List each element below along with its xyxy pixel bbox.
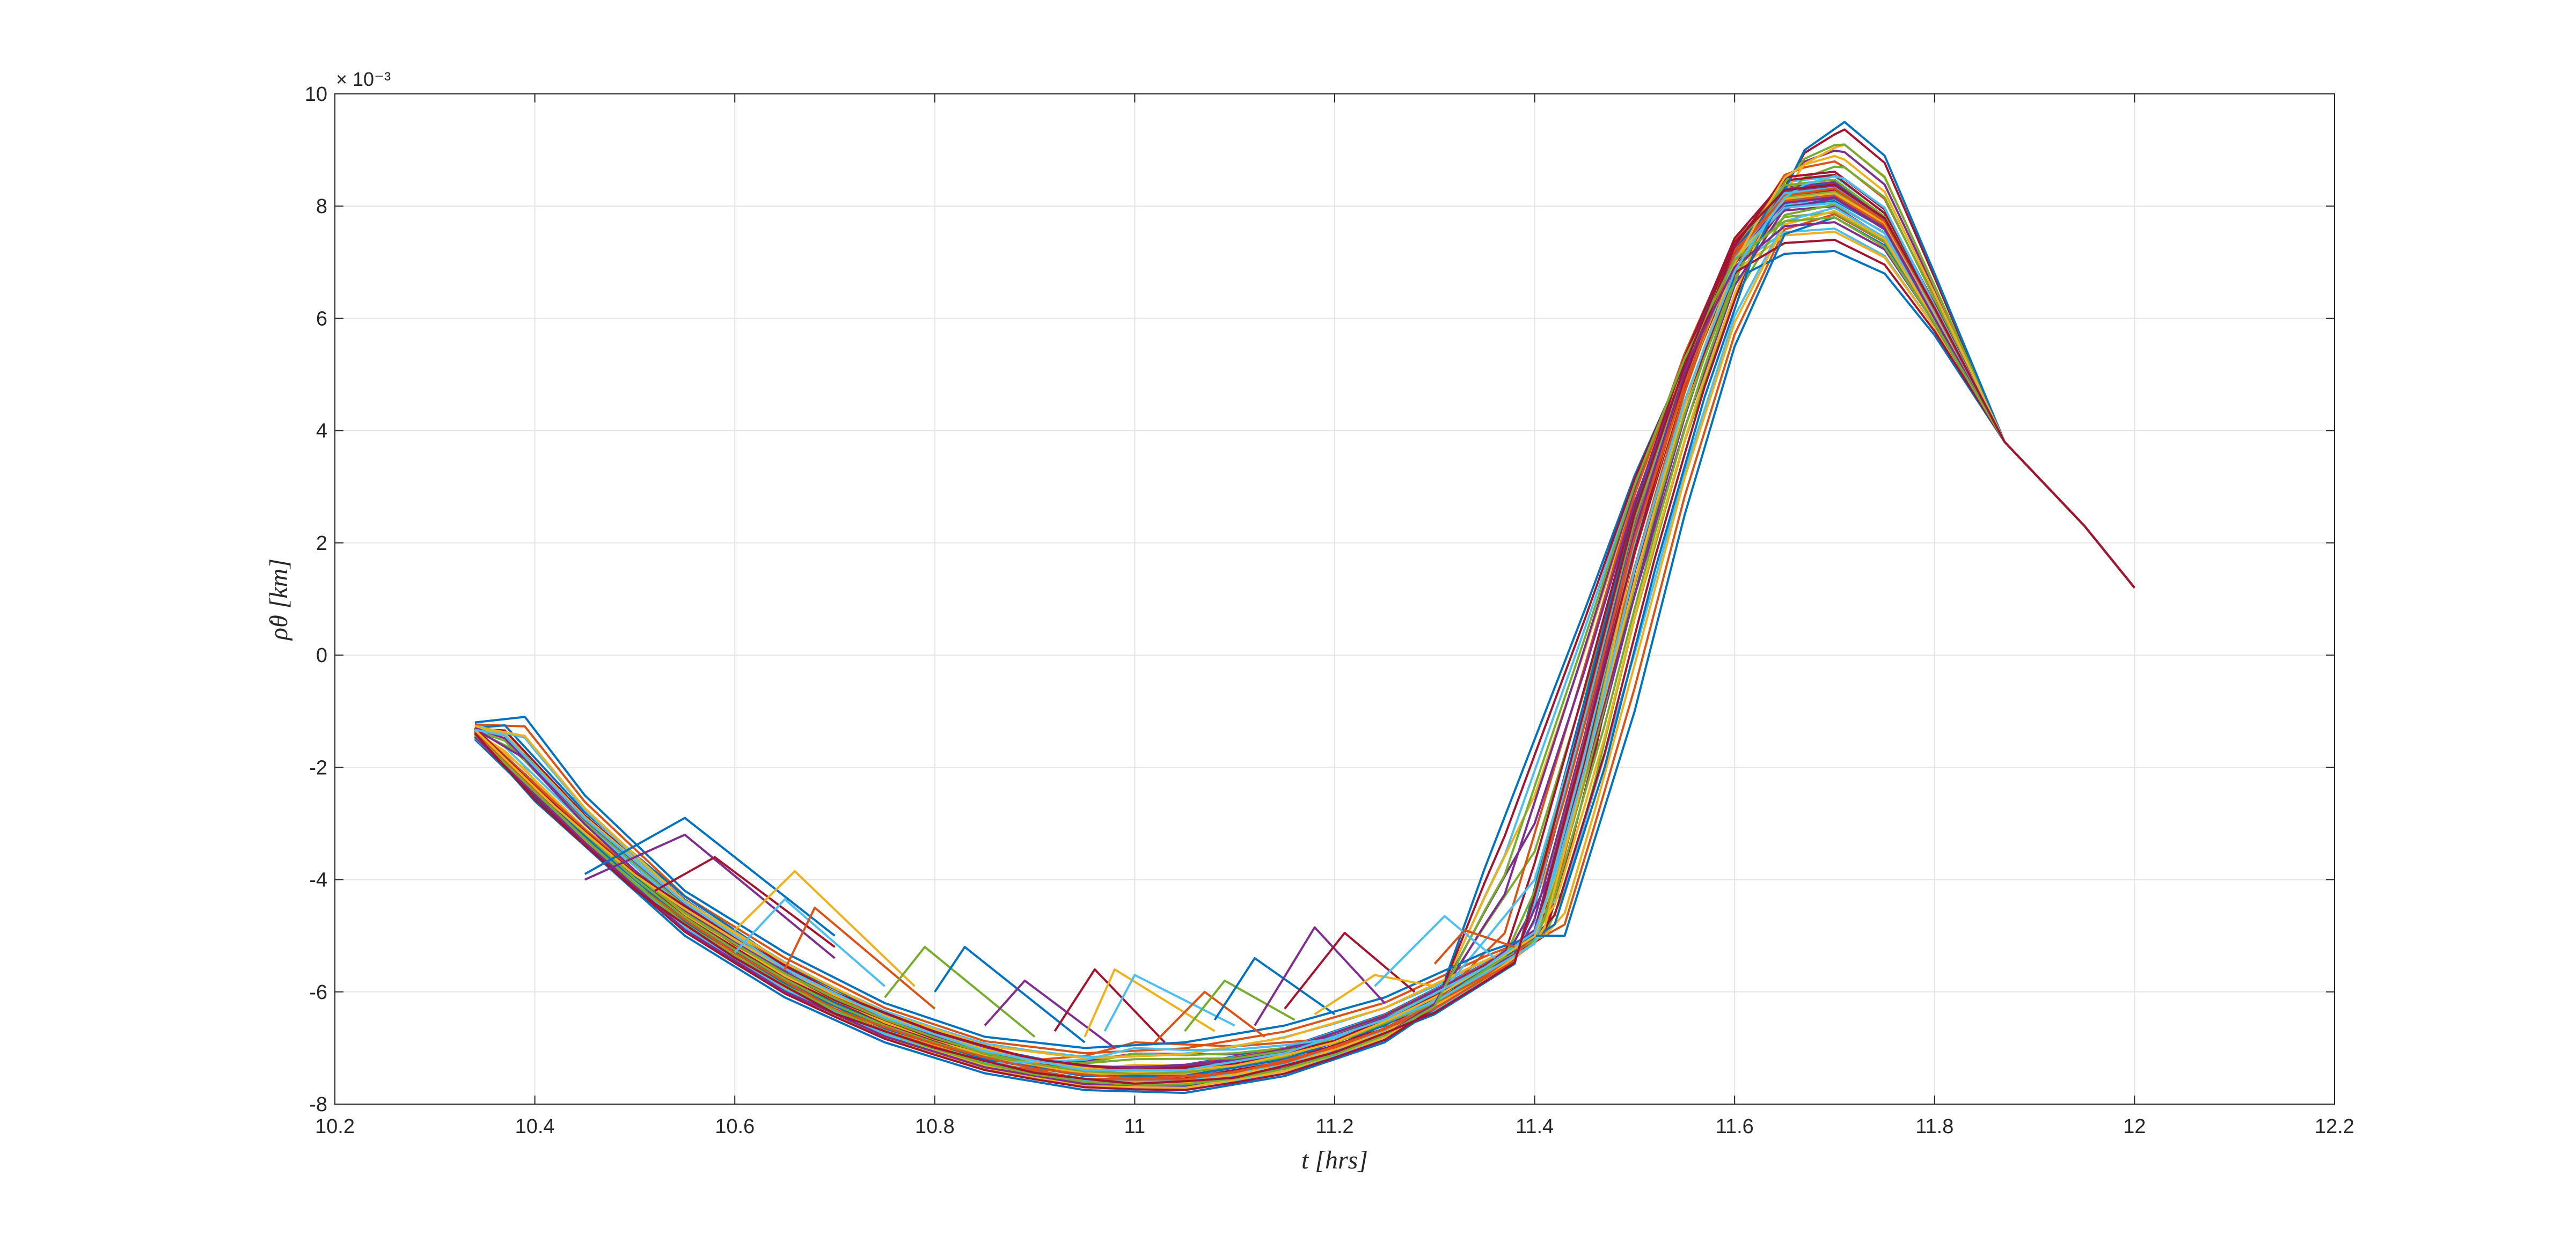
x-tick-label: 12 (2123, 1115, 2146, 1138)
x-tick-label: 11 (1124, 1115, 1145, 1138)
kinked-segment (1254, 926, 1386, 1026)
x-tick-label: 11.2 (1315, 1115, 1353, 1138)
series-line (474, 239, 2135, 1091)
x-tick-label: 11.4 (1516, 1115, 1554, 1138)
y-tick-label: 2 (316, 532, 327, 555)
kinked-segment (984, 979, 1116, 1049)
y-tick-label: -8 (309, 1093, 327, 1116)
series-line (474, 216, 2135, 1049)
x-tick-label: 10.4 (515, 1115, 555, 1138)
kinked-segment (934, 946, 1086, 1043)
y-exponent-label: × 10⁻³ (336, 68, 391, 90)
y-tick-label: 6 (316, 307, 327, 330)
x-tick-label: 11.8 (1915, 1115, 1953, 1138)
kinked-segment (1184, 979, 1296, 1032)
kinked-segment (584, 817, 836, 937)
kinked-segment (1314, 974, 1435, 1016)
x-tick-label: 10.6 (715, 1115, 755, 1138)
ticks: 10.2 10.4 10.6 10.8 11 11.2 11.4 11.6 11.8 12 12.2… (305, 83, 2354, 1138)
kinked-segment (784, 906, 936, 1010)
series-line (474, 249, 2135, 1094)
kinked-segment (584, 833, 836, 959)
y-tick-label: 0 (316, 644, 327, 667)
kinked-segment (1213, 957, 1336, 1021)
series-line (474, 187, 2135, 1080)
kinked-segment (1374, 915, 1496, 987)
y-tick-label: -4 (309, 869, 327, 892)
x-tick-label: 12.2 (2315, 1115, 2354, 1138)
kinked-segment (734, 898, 886, 987)
kinked-segments (584, 817, 1515, 1049)
kinked-segment (734, 870, 916, 987)
x-axis-title: t [hrs] (1301, 1146, 1368, 1174)
kinked-segment (1154, 990, 1265, 1043)
y-axis-title: ρ̇θ [km] (265, 558, 293, 641)
kinked-segment (884, 946, 1036, 1038)
kinked-segment (654, 856, 836, 948)
y-tick-label: -2 (309, 756, 327, 779)
series-line (474, 221, 2135, 1087)
kinked-segment (1433, 929, 1515, 965)
x-tick-label: 10.8 (915, 1115, 955, 1138)
kinked-segment (1053, 968, 1166, 1043)
series-line (474, 178, 2135, 1064)
y-tick-label: 4 (316, 420, 327, 443)
x-tick-label: 10.2 (315, 1115, 355, 1138)
y-tick-label: 10 (305, 83, 327, 106)
y-tick-label: 8 (316, 195, 327, 218)
kinked-segment (1284, 931, 1416, 1010)
series-line (474, 183, 2135, 1085)
series-lines (474, 121, 2135, 1094)
series-line (474, 175, 2135, 1071)
kinked-segment (1084, 968, 1216, 1038)
x-tick-label: 11.6 (1716, 1115, 1754, 1138)
y-tick-label: -6 (309, 981, 327, 1004)
